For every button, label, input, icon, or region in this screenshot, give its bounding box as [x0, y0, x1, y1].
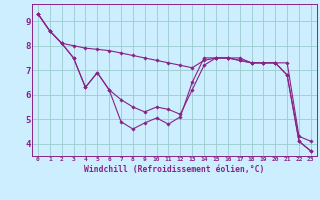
- X-axis label: Windchill (Refroidissement éolien,°C): Windchill (Refroidissement éolien,°C): [84, 165, 265, 174]
